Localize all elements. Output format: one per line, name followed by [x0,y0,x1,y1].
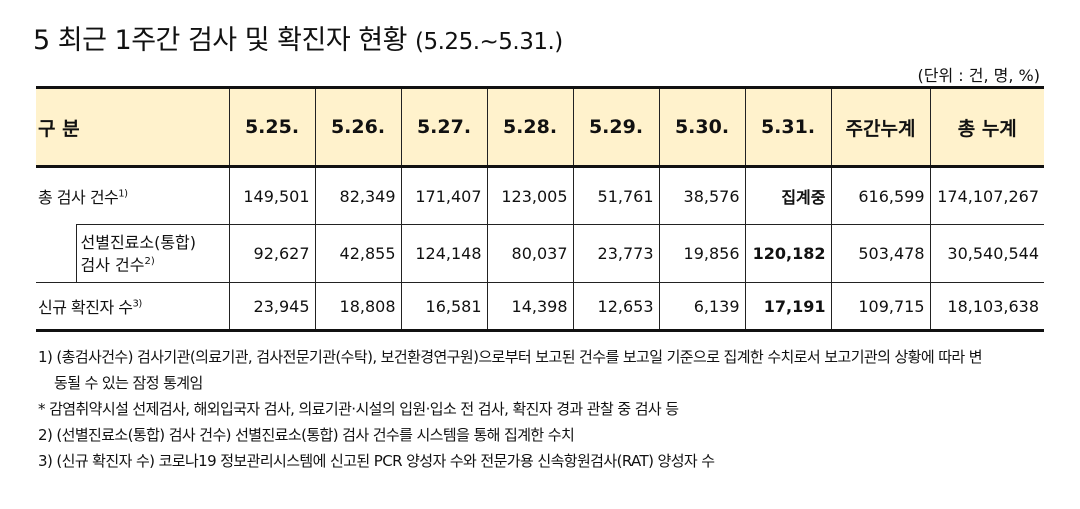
footnote-2: 2) (선별진료소(통합) 검사 건수) 선별진료소(통합) 검사 건수를 시스… [38,426,575,444]
table-cell: 503,478 [830,224,931,283]
row-label: 선별진료소(통합) 검사 건수2) [75,224,230,283]
indent-cell [36,224,77,283]
table-cell: 124,148 [400,224,488,283]
table-row: 신규 확진자 수3) 23,945 18,808 16,581 14,398 1… [36,282,1044,332]
table-cell: 14,398 [486,282,574,332]
table-cell: 82,349 [314,166,402,225]
column-header: 5.29. [572,86,660,168]
column-header: 5.31. [744,86,832,168]
table-cell: 109,715 [830,282,931,332]
table-cell: 23,945 [228,282,316,332]
table-cell: 92,627 [228,224,316,283]
table-cell: 123,005 [486,166,574,225]
table-cell: 38,576 [658,166,746,225]
title-date-range: (5.25.~5.31.) [415,29,563,55]
column-header: 5.25. [228,86,316,168]
table-cell: 51,761 [572,166,660,225]
footnotes: 1) (총검사건수) 검사기관(의료기관, 검사전문기관(수탁), 보건환경연구… [38,344,1058,474]
table-cell: 6,139 [658,282,746,332]
row-label: 총 검사 건수1) [36,166,230,225]
table-cell: 120,182 [744,224,832,283]
table-cell: 18,808 [314,282,402,332]
table-cell: 174,107,267 [929,166,1044,225]
table-cell: 19,856 [658,224,746,283]
column-header: 5.26. [314,86,402,168]
column-header: 5.30. [658,86,746,168]
table-cell: 80,037 [486,224,574,283]
status-table: 구 분 5.25. 5.26. 5.27. 5.28. 5.29. 5.30. … [36,86,1044,332]
table-cell: 23,773 [572,224,660,283]
row-label: 신규 확진자 수3) [36,282,230,332]
footnote-1: 1) (총검사건수) 검사기관(의료기관, 검사전문기관(수탁), 보건환경연구… [38,348,983,366]
footnote-marker: 3) [132,298,143,310]
table-cell: 17,191 [744,282,832,332]
table-cell: 616,599 [830,166,931,225]
table-cell: 16,581 [400,282,488,332]
column-header: 5.27. [400,86,488,168]
title-main: 5 최근 1주간 검사 및 확진자 현황 [33,25,416,56]
column-header: 5.28. [486,86,574,168]
table-row: 선별진료소(통합) 검사 건수2) 92,627 42,855 124,148 8… [36,224,1044,283]
column-header: 주간누계 [830,86,931,168]
footnote-3: 3) (신규 확진자 수) 코로나19 정보관리시스템에 신고된 PCR 양성자… [38,452,715,470]
header-label: 구 분 [36,86,230,168]
table-cell: 집계중 [744,166,832,225]
header-row: 구 분 5.25. 5.26. 5.27. 5.28. 5.29. 5.30. … [36,86,1044,168]
table-cell: 18,103,638 [929,282,1044,332]
column-header: 총 누계 [929,86,1044,168]
table-cell: 12,653 [572,282,660,332]
footnote-asterisk: * 감염취약시설 선제검사, 해외입국자 검사, 의료기관·시설의 입원·입소 … [38,400,679,418]
table-row: 총 검사 건수1) 149,501 82,349 171,407 123,005… [36,166,1044,225]
table-cell: 30,540,544 [929,224,1044,283]
table-cell: 149,501 [228,166,316,225]
table-cell: 42,855 [314,224,402,283]
footnote-1-continued: 동될 수 있는 잠정 통계임 [54,374,203,392]
footnote-marker: 2) [144,255,155,267]
page-title: 5 최근 1주간 검사 및 확진자 현황 (5.25.~5.31.) [33,18,563,57]
unit-label: (단위 : 건, 명, %) [917,66,1040,85]
footnote-marker: 1) [118,188,128,200]
table-cell: 171,407 [400,166,488,225]
